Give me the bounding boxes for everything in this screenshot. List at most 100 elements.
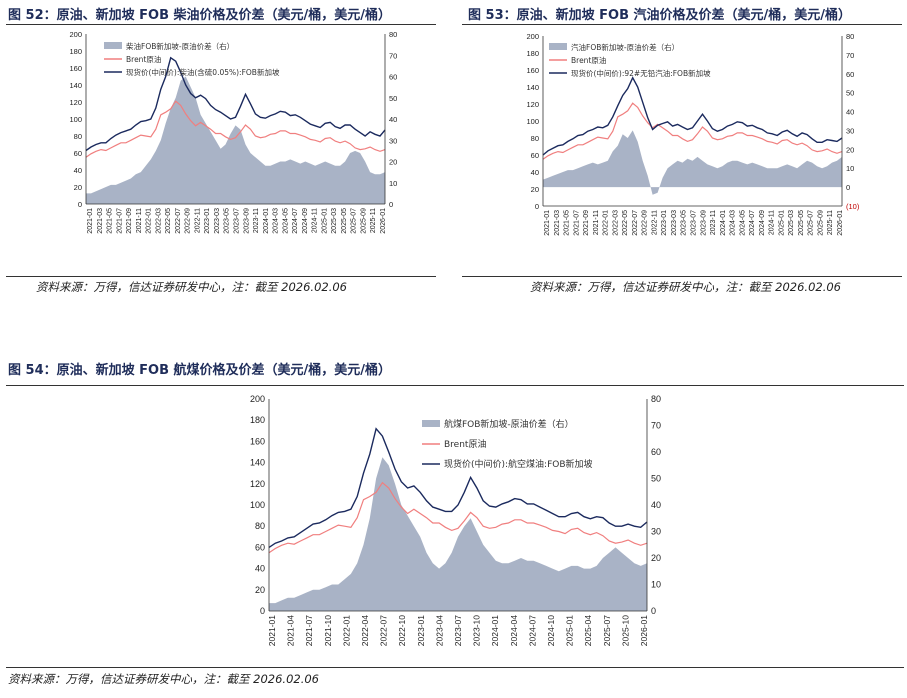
x-tick-label: 2022-09: [642, 210, 649, 236]
legend-label: Brent原油: [126, 54, 161, 64]
series-spot-line: [268, 427, 648, 548]
x-tick-label: 2022-11: [651, 210, 658, 235]
right-tick-label: 10: [389, 179, 397, 188]
x-tick-label: 2024-11: [769, 210, 776, 235]
x-tick-label: 2024-09: [759, 210, 766, 236]
x-tick-label: 2023-07: [234, 208, 241, 234]
x-tick-label: 2022-01: [603, 210, 610, 236]
x-tick-label: 2023-11: [253, 208, 260, 233]
right-tick-label: 10: [846, 164, 854, 173]
left-tick-label: 40: [74, 166, 82, 175]
right-tick-label: 60: [846, 70, 854, 79]
left-tick-label: 80: [255, 521, 265, 531]
legend-label: 汽油FOB新加坡-原油价差（右）: [571, 42, 679, 52]
right-tick-label: 20: [846, 145, 854, 154]
left-tick-label: 200: [69, 30, 82, 39]
right-tick-label: 60: [389, 73, 397, 82]
x-tick-label: 2022-05: [622, 210, 629, 236]
x-tick-label: 2022-05: [165, 208, 172, 234]
left-tick-label: 40: [531, 168, 539, 177]
right-tick-label: (10): [846, 202, 860, 211]
x-tick-label: 2024-03: [730, 210, 737, 236]
x-tick-label: 2021-04: [286, 615, 296, 646]
right-tick-label: 70: [651, 421, 661, 431]
right-tick-label: 30: [846, 126, 854, 135]
x-tick-label: 2023-07: [691, 210, 698, 236]
right-tick-label: 0: [389, 200, 393, 209]
x-tick-label: 2021-09: [126, 208, 133, 234]
left-tick-label: 20: [74, 183, 82, 192]
x-tick-label: 2023-03: [214, 208, 221, 234]
x-tick-label: 2024-05: [282, 208, 289, 234]
left-tick-label: 100: [69, 115, 82, 124]
left-tick-label: 20: [531, 185, 539, 194]
x-tick-label: 2024-05: [739, 210, 746, 236]
legend-swatch: [549, 43, 567, 50]
x-tick-label: 2025-10: [620, 615, 630, 646]
figure-52-rule: [6, 24, 436, 25]
legend-label: 航煤FOB新加坡-原油价差（右）: [444, 418, 574, 430]
x-tick-label: 2023-05: [224, 208, 231, 234]
x-tick-label: 2021-09: [583, 210, 590, 236]
right-tick-label: 50: [389, 94, 397, 103]
left-tick-label: 60: [531, 151, 539, 160]
x-tick-label: 2025-01: [778, 210, 785, 236]
legend-swatch: [104, 42, 122, 49]
left-tick-label: 180: [250, 415, 265, 425]
left-tick-label: 100: [250, 500, 265, 510]
left-tick-label: 160: [250, 436, 265, 446]
left-tick-label: 180: [69, 47, 82, 56]
left-tick-label: 80: [74, 132, 82, 141]
left-tick-label: 140: [250, 458, 265, 468]
x-tick-label: 2023-11: [710, 210, 717, 235]
x-tick-label: 2025-05: [341, 208, 348, 234]
x-tick-label: 2024-10: [546, 615, 556, 646]
x-tick-label: 2023-05: [681, 210, 688, 236]
right-tick-label: 40: [389, 115, 397, 124]
figure-53-caption: 图 53：原油、新加坡 FOB 汽油价格及价差（美元/桶，美元/桶）: [468, 8, 852, 23]
x-tick-label: 2023-09: [243, 208, 250, 234]
right-tick-label: 80: [389, 30, 397, 39]
chart-svg: 0 20 40 60 80 100 120 140 160 180 200 0 10 20 30 40 50 60…: [250, 394, 661, 646]
right-tick-label: 80: [651, 394, 661, 404]
x-tick-label: 2021-11: [136, 208, 143, 233]
figure-52-bottom-rule: [6, 276, 436, 277]
right-tick-label: 50: [846, 89, 854, 98]
x-tick-label: 2025-05: [798, 210, 805, 236]
diesel-chart: 0 20 40 60 80 100 120 140 160 180 200 0 10 20 30 40 50 60…: [56, 26, 416, 266]
x-tick-label: 2025-04: [583, 615, 593, 646]
right-tick-label: 20: [651, 553, 661, 563]
x-tick-label: 2024-04: [509, 615, 519, 646]
series-spread-area: [269, 457, 647, 611]
figure-53-bottom-rule: [462, 276, 902, 277]
x-tick-label: 2021-07: [573, 210, 580, 236]
x-tick-label: 2026-01: [837, 210, 844, 236]
x-tick-label: 2025-11: [370, 208, 377, 233]
jet-fuel-chart: 0 20 40 60 80 100 120 140 160 180 200 0 10 20 30 40 50 60…: [236, 390, 670, 662]
x-tick-label: 2022-03: [155, 208, 162, 234]
left-tick-label: 0: [78, 200, 82, 209]
x-tick-label: 2025-07: [808, 210, 815, 236]
x-tick-label: 2022-07: [379, 615, 389, 646]
x-tick-label: 2022-01: [341, 615, 351, 646]
right-tick-label: 60: [651, 447, 661, 457]
x-tick-label: 2021-05: [564, 210, 571, 236]
left-tick-label: 60: [255, 542, 265, 552]
right-tick-label: 50: [651, 474, 661, 484]
x-tick-label: 2024-01: [263, 208, 270, 234]
x-tick-label: 2026-01: [380, 208, 387, 234]
left-tick-label: 60: [74, 149, 82, 158]
x-tick-label: 2025-07: [602, 615, 612, 646]
chart-svg: 0 20 40 60 80 100 120 140 160 180 200 0 10 20 30 40 50 60…: [69, 30, 397, 234]
figure-54-source: 资料来源：万得，信达证券研发中心，注：截至 2026.02.06: [8, 672, 319, 686]
series-spread-area: [86, 76, 385, 204]
x-tick-label: 2021-07: [116, 208, 123, 234]
x-tick-label: 2022-04: [360, 615, 370, 646]
x-tick-label: 2021-01: [544, 210, 551, 236]
legend-swatch: [422, 420, 440, 427]
x-tick-label: 2023-07: [453, 615, 463, 646]
x-tick-label: 2022-11: [194, 208, 201, 233]
left-tick-label: 120: [250, 479, 265, 489]
x-tick-label: 2022-03: [612, 210, 619, 236]
right-tick-label: 0: [651, 606, 656, 616]
